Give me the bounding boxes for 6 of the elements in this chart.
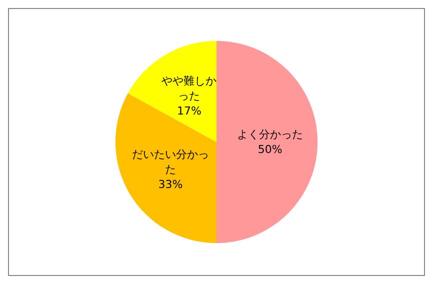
data-label: 50% [258,143,282,156]
slice-label: やや難しかった [162,74,217,102]
data-label: 17% [177,104,202,118]
slice-label: よく分かった [237,128,304,141]
slice-label: だいたい分かった [132,148,209,176]
data-label: 33% [158,178,183,191]
